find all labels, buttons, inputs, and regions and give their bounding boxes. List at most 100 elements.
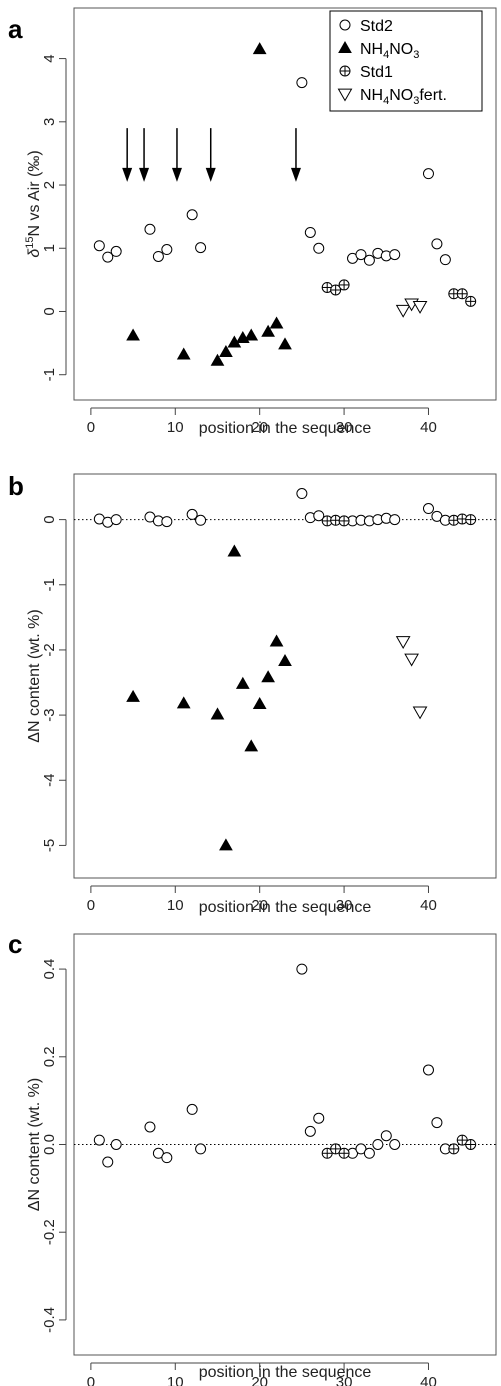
data-point [152, 1147, 164, 1159]
data-point [195, 242, 207, 254]
panel-letter: a [8, 14, 23, 44]
plot-frame [73, 473, 497, 879]
data-point [102, 251, 114, 263]
data-point [389, 1139, 401, 1150]
data-point [355, 249, 367, 261]
x-tick-label: 40 [420, 1374, 437, 1386]
legend: Std2 NH4NO3 Std1 NH4NO3fert. [329, 10, 483, 112]
y-tick-label: 0.0 [41, 1134, 58, 1155]
x-axis: 0 10 20 30 40 [87, 885, 437, 914]
data-point [176, 696, 191, 709]
y-tick-label: -1 [41, 368, 58, 381]
data-point [235, 676, 250, 689]
data-point [244, 739, 259, 752]
data-point [186, 508, 198, 520]
series-std2 [93, 963, 451, 1168]
legend-entry: Std1 [360, 64, 393, 81]
y-tick-label: 0 [41, 515, 58, 523]
y-axis: -0.4 -0.2 0.0 0.2 0.4 [41, 959, 67, 1333]
data-point [261, 324, 275, 337]
data-point [161, 244, 173, 256]
data-point [313, 242, 325, 254]
series-std1 [321, 513, 477, 527]
y-axis: -5 -4 -3 -2 -1 0 [41, 515, 67, 852]
x-tick-label: 10 [167, 419, 184, 436]
y-tick-label: -1 [41, 578, 58, 591]
data-point [296, 488, 308, 500]
data-point [110, 514, 122, 526]
series-nh4no3 [126, 42, 292, 366]
plot-frame [73, 933, 497, 1356]
data-point [219, 344, 233, 357]
data-point [330, 284, 342, 296]
y-axis-title: ΔN content (wt. %) [26, 609, 43, 742]
x-axis-title: position in the sequence [199, 1364, 372, 1381]
data-point [195, 1143, 207, 1155]
series-nh4no3fert- [395, 298, 428, 318]
data-point [210, 707, 225, 720]
y-axis-title: ΔN content (wt. %) [26, 1078, 43, 1211]
x-tick-label: 10 [167, 1374, 184, 1386]
y-axis: -1 0 1 2 3 4 [41, 54, 67, 381]
x-tick-label: 30 [336, 897, 353, 914]
y-tick-label: -0.2 [41, 1219, 58, 1245]
data-point [144, 223, 156, 235]
data-point [389, 514, 401, 526]
data-point [355, 1143, 367, 1155]
data-point [456, 288, 468, 300]
data-point [448, 1143, 460, 1155]
panel-a: a 0 10 20 30 40 position in the sequence -1 0 1 2 3… [8, 7, 497, 437]
data-point [296, 77, 308, 89]
data-point [313, 1112, 325, 1124]
data-point [252, 697, 267, 710]
data-point [269, 634, 284, 647]
data-point [456, 1134, 468, 1146]
x-tick-label: 0 [87, 419, 95, 436]
y-tick-label: 0 [41, 307, 58, 315]
data-point [186, 1103, 198, 1115]
data-point [219, 838, 233, 851]
data-point [227, 544, 242, 557]
panel-b: b 0 10 20 30 40 position in the sequence -5 -4 -3… [8, 471, 497, 916]
data-point [439, 254, 451, 266]
y-tick-label: -4 [41, 774, 58, 787]
data-point [330, 514, 342, 526]
y-tick-label: -3 [41, 708, 58, 721]
legend-marker [338, 40, 352, 53]
legend-entry: NH4NO3fert. [360, 87, 447, 107]
data-point [110, 1139, 122, 1150]
legend-entry: Std2 [360, 18, 393, 35]
data-point [431, 1117, 443, 1129]
data-point [210, 353, 225, 366]
series-std1 [321, 279, 477, 307]
data-point [269, 316, 284, 329]
legend-marker [337, 88, 353, 102]
data-point [93, 240, 105, 252]
data-point [110, 245, 122, 257]
data-point [363, 254, 375, 266]
data-point [195, 514, 207, 526]
legend-marker [339, 65, 351, 77]
x-axis-title: position in the sequence [199, 899, 372, 916]
data-point [395, 636, 411, 649]
data-point [144, 1121, 156, 1133]
data-point [304, 226, 316, 238]
data-point [422, 1064, 434, 1076]
series-std2 [93, 488, 451, 528]
data-point [244, 328, 259, 341]
arrow [290, 128, 301, 182]
data-point [252, 42, 267, 55]
arrow [122, 128, 133, 182]
series-nh4no3fert- [395, 636, 428, 720]
data-point [330, 1143, 342, 1155]
data-point [431, 238, 443, 250]
data-point [465, 1139, 477, 1150]
x-tick-label: 30 [336, 419, 353, 436]
data-point [126, 689, 140, 702]
y-tick-label: 0.2 [41, 1046, 58, 1067]
x-axis-title: position in the sequence [199, 420, 372, 437]
data-point [176, 347, 191, 360]
data-point [304, 1125, 316, 1137]
data-point [126, 328, 140, 341]
